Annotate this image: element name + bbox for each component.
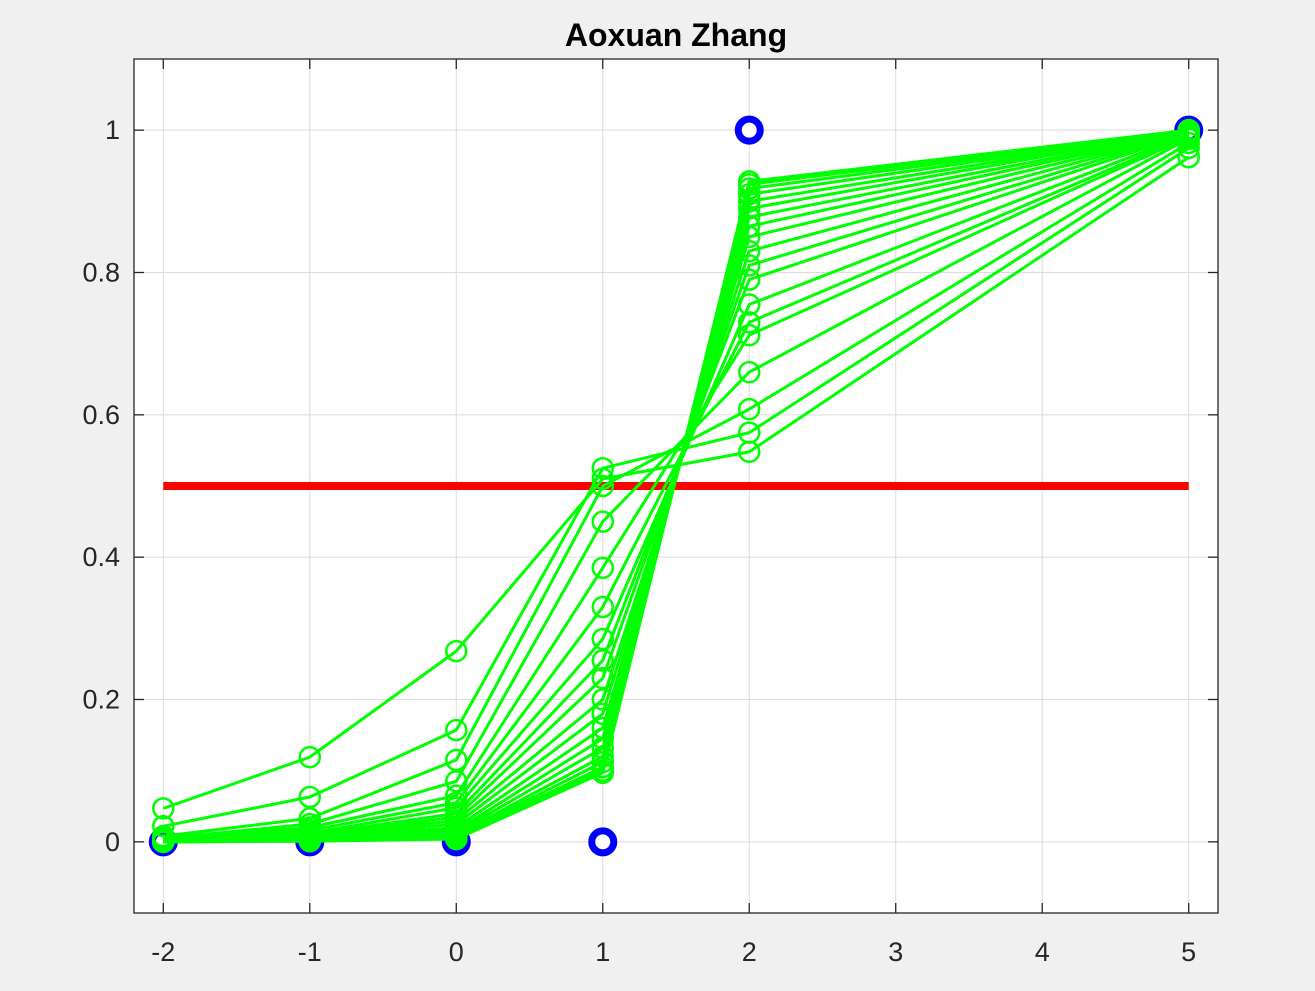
series-point [591, 595, 615, 619]
series-point [737, 397, 761, 421]
series-line [163, 137, 1190, 840]
y-tick-label: 0.2 [82, 685, 120, 715]
x-tick-label: 3 [888, 937, 903, 967]
series-point [1177, 118, 1200, 142]
chart-title: Aoxuan Zhang [565, 17, 787, 53]
y-tick-label: 0.8 [82, 258, 120, 288]
series-point [591, 627, 615, 651]
series-point [298, 785, 322, 809]
x-tick-label: 1 [595, 937, 610, 967]
series-line [163, 135, 1190, 841]
series-point [445, 639, 468, 663]
series-point [152, 797, 175, 820]
series-line [162, 155, 1190, 810]
series-point [152, 830, 175, 854]
series-point [737, 360, 761, 384]
target-point [588, 827, 618, 857]
series-point [591, 474, 615, 498]
x-tick-label: 0 [449, 937, 464, 967]
data-layer [148, 115, 1204, 857]
series-point [591, 761, 615, 785]
series-point [737, 421, 761, 444]
target-point [734, 115, 764, 145]
series-point [591, 649, 615, 672]
series-line [163, 134, 1190, 842]
series-point [445, 718, 468, 742]
y-tick-label: 1 [105, 115, 120, 145]
ticks: -2 -1 0 1 2 3 4 5 0 0.2 0.4 0.6 0.8 1 [82, 59, 1218, 967]
series-line [163, 141, 1190, 838]
series-point [298, 829, 322, 853]
y-tick-label: 0 [105, 827, 120, 857]
series-point [298, 745, 322, 769]
y-tick-label: 0.6 [82, 400, 120, 430]
axes-box [133, 58, 1219, 914]
y-tick-label: 0.4 [82, 542, 120, 572]
series-point [445, 748, 468, 772]
series-point [445, 827, 468, 851]
series-line [163, 146, 1190, 828]
x-tick-label: -2 [151, 937, 175, 967]
x-tick-label: -1 [298, 937, 322, 967]
x-tick-label: 5 [1181, 937, 1196, 967]
x-tick-label: 2 [742, 937, 757, 967]
series-point [152, 814, 175, 838]
series-point [737, 170, 761, 193]
series-line [163, 128, 1189, 844]
x-tick-label: 4 [1035, 937, 1050, 967]
series-point [737, 311, 761, 334]
series-point [591, 556, 615, 580]
series-point [591, 510, 615, 533]
series-point [591, 456, 615, 480]
